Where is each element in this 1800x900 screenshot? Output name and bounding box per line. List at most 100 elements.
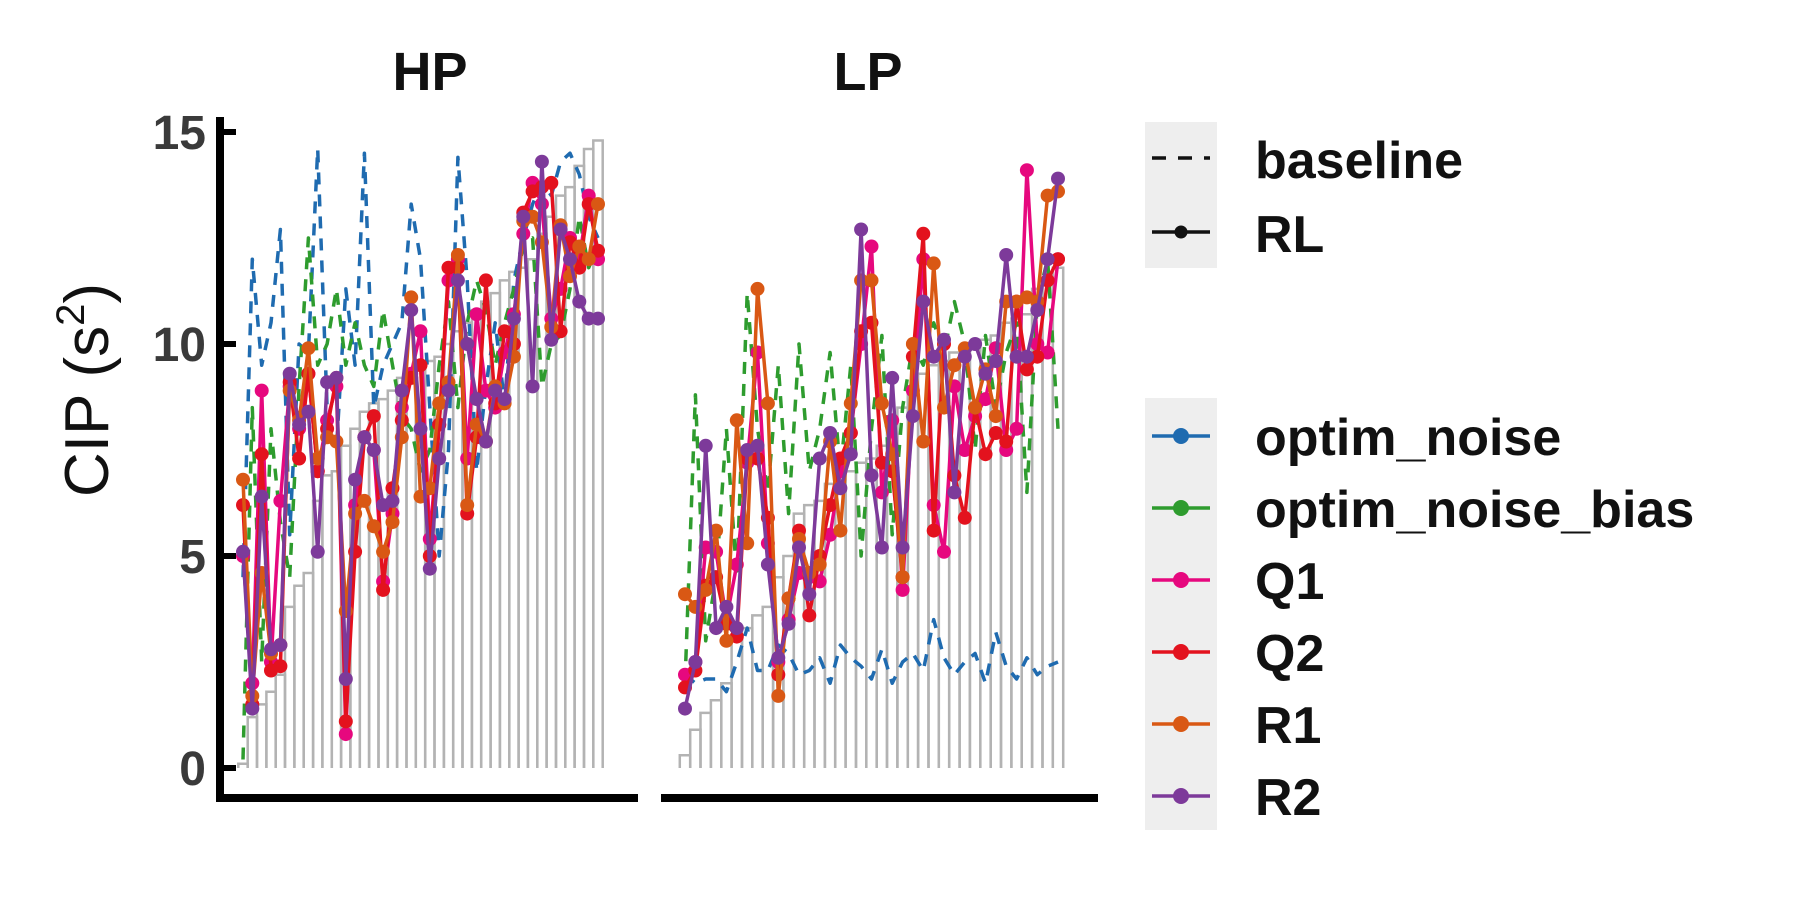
lp-series-r2-point-30	[988, 354, 1003, 368]
lp-series-r2-point-16	[843, 447, 858, 462]
hp-series-r1-point-15	[376, 544, 391, 559]
legend-point-r2	[1173, 788, 1189, 804]
y-axis-title-main: CIP (s	[53, 326, 122, 497]
hp-series-r1-point-10	[329, 434, 344, 449]
lp-series-q2-point-23	[916, 226, 931, 241]
hp-series-q2-point-38	[591, 243, 605, 258]
lp-series-r1-point-3	[709, 523, 724, 538]
hp-series-r1-point-7	[301, 341, 316, 356]
hp-bar-5	[283, 605, 296, 768]
lp-series-r1-point-7	[750, 281, 765, 296]
y-tick-label-5: 5	[179, 531, 206, 584]
hp-bar-2	[255, 703, 268, 768]
hp-series-r1-point-0	[236, 472, 250, 487]
plot-area	[236, 139, 1065, 768]
lp-series-r2-point-27	[957, 349, 972, 364]
lp-bar-16	[844, 469, 858, 768]
lp-series-r1-point-18	[864, 273, 879, 288]
lp-bar-3	[709, 698, 723, 768]
lp-series-r1-point-19	[874, 396, 889, 411]
hp-series-r2-point-17	[394, 383, 409, 398]
lp-bar-4	[720, 681, 733, 768]
lp-series-r1-point-15	[833, 523, 848, 538]
hp-series-q1-point-19	[413, 324, 428, 339]
legend-point-r1	[1173, 716, 1189, 732]
hp-series-r2-point-6	[292, 417, 307, 432]
lp-series-q2-point-24	[926, 523, 941, 538]
lp-series-r2-point-1	[688, 655, 703, 669]
hp-series-r2-point-13	[357, 430, 372, 445]
y-axis-title-sup: 2	[49, 304, 93, 326]
hp-series-r2-point-30	[516, 209, 531, 224]
lp-series-r1-point-30	[988, 409, 1003, 424]
hp-series-r2-point-16	[385, 493, 400, 508]
hp-series-r2-point-5	[282, 366, 297, 381]
lp-series-r1-point-4	[719, 633, 734, 648]
lp-bar-1	[688, 728, 702, 768]
hp-series-r1-point-21	[432, 396, 447, 411]
legend-rl-point	[1174, 225, 1188, 239]
lp-series-r2-point-5	[729, 621, 744, 636]
lp-series-r1-point-9	[771, 688, 786, 703]
hp-series-q1-point-25	[469, 307, 484, 322]
lp-series-q1-point-18	[864, 239, 879, 254]
lp-series-r2-point-13	[812, 451, 827, 466]
legend-linetype: baseline RL	[1145, 122, 1463, 268]
lp-series-r2-point-23	[916, 294, 931, 309]
legend-label-optim-noise: optim_noise	[1255, 409, 1561, 467]
hp-series-r2-point-12	[348, 472, 363, 487]
lp-series-r2-point-11	[792, 540, 806, 555]
lp-series-q1-point-25	[937, 544, 951, 559]
hp-bar-9	[321, 474, 334, 768]
lp-series-r1-point-24	[926, 256, 941, 271]
hp-series-r2-point-7	[301, 404, 316, 419]
hp-series-r2-point-22	[441, 383, 456, 398]
hp-series-q2-point-28	[497, 324, 512, 339]
y-axis-title: CIP (s2)	[49, 283, 122, 497]
hp-series-r2-point-14	[366, 443, 381, 457]
lp-series-q1-point-27	[957, 443, 972, 457]
hp-series-r2-point-11	[338, 672, 353, 686]
hp-series-r1-point-37	[581, 252, 596, 267]
legend-linetype-key-bg	[1145, 122, 1217, 268]
hp-series-r1-point-23	[450, 248, 465, 262]
lp-bar-7	[751, 614, 764, 768]
lp-series-q2-point-29	[978, 447, 993, 462]
legend-point-q1	[1173, 572, 1189, 588]
hp-series-q2-point-6	[292, 451, 307, 466]
lp-series-r2-point-10	[781, 616, 796, 631]
lp-series-r2-point-17	[854, 222, 869, 237]
y-axis-title-close: )	[53, 283, 122, 304]
hp-series-q2-point-36	[572, 260, 587, 275]
hp-series-r2-point-29	[506, 311, 521, 326]
lp-series-r2-point-20	[885, 370, 900, 385]
legend-model-key-bg	[1145, 398, 1217, 830]
hp-series-r2-point-34	[553, 222, 568, 237]
lp-series-r2-point-31	[999, 248, 1014, 262]
hp-series-q2-point-15	[376, 582, 391, 597]
hp-series-r2-point-36	[572, 294, 587, 309]
lp-series-q2-point-33	[1019, 362, 1034, 377]
hp-series-r2-point-0	[236, 544, 250, 559]
hp-series-r2-point-33	[544, 332, 559, 347]
lp-series-q1-point-21	[895, 582, 910, 597]
lp-series-r2-point-21	[895, 540, 910, 555]
lp-series-r2-point-28	[968, 337, 983, 351]
hp-series-r2-point-4	[273, 638, 288, 652]
lp-bar-2	[699, 711, 713, 768]
lp-series-r2-point-12	[802, 587, 817, 602]
legend-point-optim-noise	[1173, 428, 1189, 444]
panel-title-hp: HP	[392, 42, 467, 102]
hp-series-r2-point-21	[432, 451, 447, 466]
lp-series-r2-point-25	[937, 332, 951, 347]
hp-series-r2-point-28	[497, 392, 512, 407]
hp-series-r2-point-24	[460, 337, 475, 351]
legend-label-q2: Q2	[1255, 625, 1324, 683]
y-tick-label-10: 10	[153, 319, 206, 372]
hp-series-r2-point-26	[478, 434, 493, 449]
hp-series-r2-point-1	[245, 701, 260, 716]
hp-series-r2-point-20	[422, 561, 437, 576]
hp-series-r2-point-2	[254, 489, 269, 504]
lp-series-r1-point-16	[843, 396, 858, 411]
hp-bar-0	[237, 762, 249, 768]
